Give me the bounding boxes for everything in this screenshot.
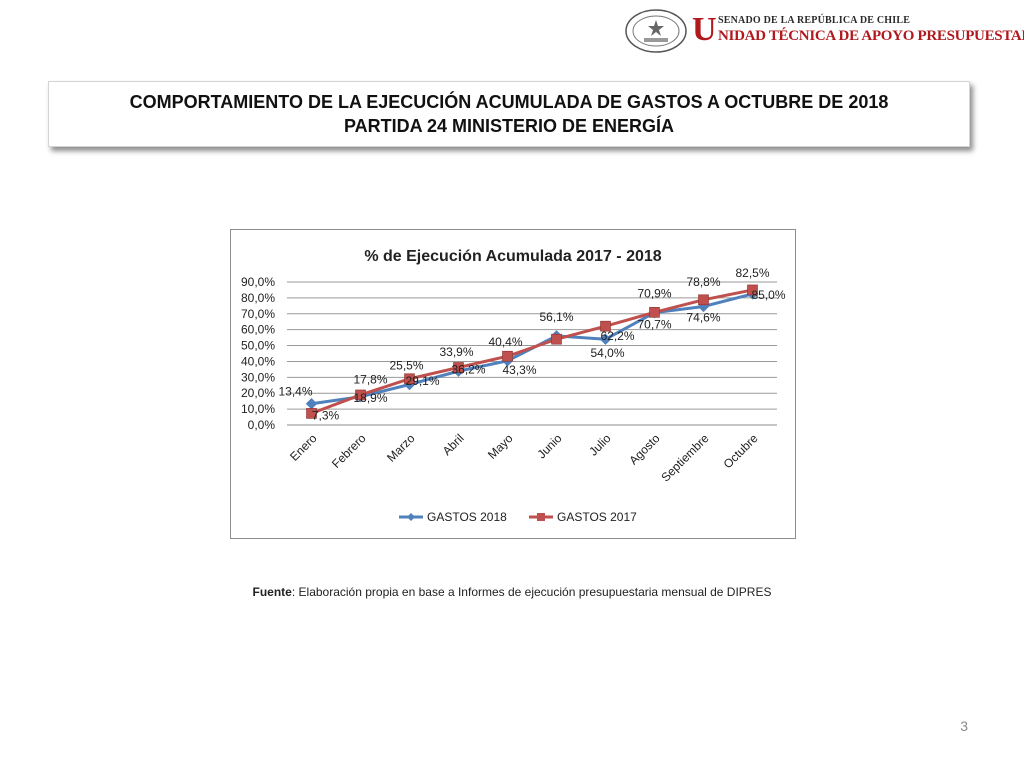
header-logo: U SENADO DE LA REPÚBLICA DE CHILE NIDAD … bbox=[624, 6, 1024, 58]
slide-title-box: COMPORTAMIENTO DE LA EJECUCIÓN ACUMULADA… bbox=[48, 81, 970, 147]
series-line-gastos-2017 bbox=[310, 288, 753, 415]
data-point-gastos-2017 bbox=[551, 333, 562, 345]
data-label-gastos-2017: 36,2% bbox=[451, 362, 485, 376]
data-label-gastos-2018: 56,1% bbox=[539, 310, 573, 324]
chart-frame: % de Ejecución Acumulada 2017 - 2018 0,0%… bbox=[230, 229, 796, 539]
data-label-gastos-2018: 40,4% bbox=[488, 335, 522, 349]
x-tick-label: Marzo bbox=[384, 431, 418, 465]
data-label-gastos-2018: 33,9% bbox=[439, 345, 473, 359]
data-label-gastos-2018: 74,6% bbox=[686, 310, 720, 324]
x-tick-label: Septiembre bbox=[658, 431, 712, 485]
data-label-gastos-2018: 25,5% bbox=[389, 358, 423, 372]
org-initial: U bbox=[692, 11, 717, 48]
data-point-gastos-2017 bbox=[649, 307, 660, 318]
y-tick-label: 70,0% bbox=[241, 307, 275, 321]
source-note: Fuente: Elaboración propia en base a Inf… bbox=[0, 585, 1024, 599]
data-label-gastos-2018: 17,8% bbox=[353, 373, 387, 387]
y-tick-label: 40,0% bbox=[241, 354, 275, 368]
y-tick-label: 60,0% bbox=[241, 323, 275, 337]
data-label-gastos-2017: 7,3% bbox=[312, 408, 340, 422]
data-label-gastos-2018: 70,7% bbox=[637, 318, 671, 332]
data-point-gastos-2017 bbox=[306, 408, 317, 419]
chart-title: % de Ejecución Acumulada 2017 - 2018 bbox=[364, 248, 661, 265]
x-tick-label: Enero bbox=[287, 431, 320, 464]
data-label-gastos-2017: 62,2% bbox=[600, 329, 634, 343]
data-label-gastos-2017: 18,9% bbox=[353, 391, 387, 405]
slide-title-line2: PARTIDA 24 MINISTERIO DE ENERGÍA bbox=[343, 116, 675, 136]
data-label-gastos-2018: 13,4% bbox=[278, 385, 312, 399]
org-unit-name: NIDAD TÉCNICA DE APOYO PRESUPUESTARIO bbox=[718, 28, 1024, 44]
y-tick-label: 90,0% bbox=[241, 275, 275, 289]
x-tick-label: Junio bbox=[534, 431, 564, 461]
x-tick-label: Mayo bbox=[485, 431, 516, 462]
data-label-gastos-2018: 54,0% bbox=[590, 346, 624, 360]
data-point-gastos-2017 bbox=[600, 320, 611, 332]
legend-marker-diamond-icon bbox=[407, 513, 415, 521]
x-tick-label: Octubre bbox=[721, 431, 761, 471]
data-point-gastos-2017 bbox=[502, 350, 513, 362]
data-label-gastos-2018: 82,5% bbox=[735, 266, 769, 280]
data-point-gastos-2017 bbox=[698, 294, 709, 306]
data-point-gastos-2017 bbox=[355, 389, 366, 401]
data-label-gastos-2017: 70,9% bbox=[637, 286, 671, 300]
data-label-gastos-2017: 29,1% bbox=[405, 374, 439, 388]
y-tick-label: 10,0% bbox=[241, 402, 275, 416]
data-point-gastos-2017 bbox=[747, 284, 758, 296]
source-text: : Elaboración propia en base a Informes … bbox=[291, 585, 772, 599]
data-point-gastos-2018 bbox=[305, 398, 318, 410]
y-tick-label: 30,0% bbox=[241, 370, 275, 384]
slide-title-line1: COMPORTAMIENTO DE LA EJECUCIÓN ACUMULADA… bbox=[129, 92, 889, 112]
x-tick-label: Febrero bbox=[329, 431, 369, 471]
line-chart: % de Ejecución Acumulada 2017 - 2018 0,0%… bbox=[241, 248, 786, 524]
legend-label: GASTOS 2017 bbox=[557, 510, 637, 524]
data-point-gastos-2017 bbox=[404, 373, 415, 385]
page-number: 3 bbox=[960, 718, 968, 734]
x-tick-label: Julio bbox=[586, 431, 614, 459]
y-tick-label: 80,0% bbox=[241, 291, 275, 305]
x-tick-label: Abril bbox=[440, 431, 467, 458]
legend-label: GASTOS 2018 bbox=[427, 510, 507, 524]
y-tick-label: 0,0% bbox=[248, 418, 276, 432]
data-label-gastos-2017: 85,0% bbox=[751, 288, 785, 302]
org-senate-name: SENADO DE LA REPÚBLICA DE CHILE bbox=[718, 15, 911, 26]
data-label-gastos-2017: 43,3% bbox=[502, 363, 536, 377]
source-label: Fuente bbox=[252, 585, 292, 599]
data-point-gastos-2017 bbox=[453, 362, 464, 373]
y-tick-label: 50,0% bbox=[241, 339, 275, 353]
x-tick-label: Agosto bbox=[626, 431, 663, 468]
y-tick-label: 20,0% bbox=[241, 386, 275, 400]
legend-marker-square-icon bbox=[537, 513, 545, 521]
data-label-gastos-2017: 78,8% bbox=[686, 275, 720, 289]
senate-seal-icon bbox=[625, 9, 687, 53]
data-point-gastos-2018 bbox=[599, 333, 612, 345]
